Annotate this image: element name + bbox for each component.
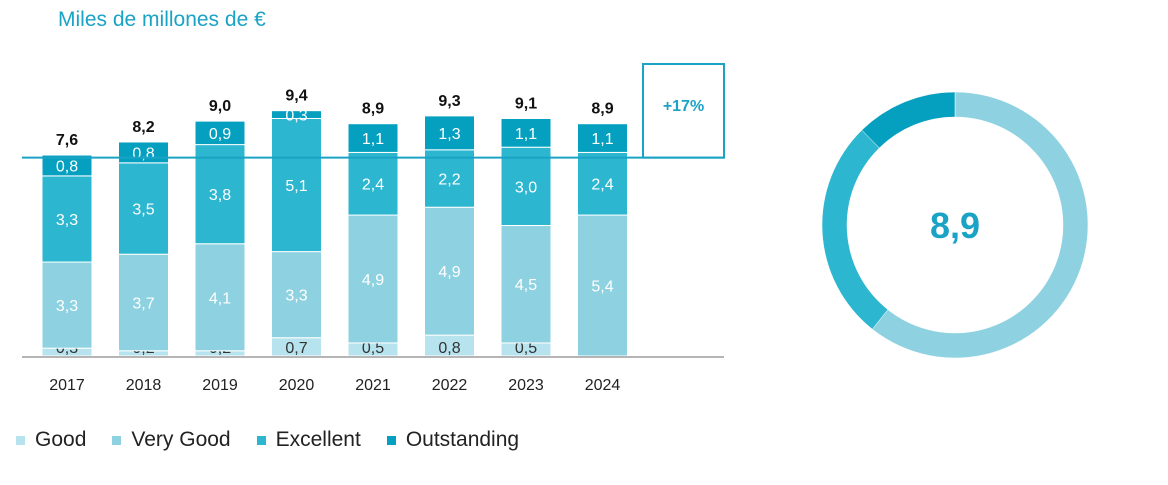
bar-segment-excellent-2020 [271,117,322,253]
segment-label: 0,3 [285,108,307,125]
total-label-2020: 9,4 [285,88,307,105]
segment-label: 4,9 [438,264,460,281]
x-tick-label-2021: 2021 [355,377,391,394]
donut-slice-very-good [871,91,1089,359]
total-label-2021: 8,9 [362,101,384,118]
legend-swatch [16,435,25,445]
segment-label: 2,4 [591,177,613,194]
bar-segment-very-good-2023 [500,225,552,344]
bar-segment-very-good-2017 [41,261,93,349]
legend-swatch [256,435,266,445]
growth-annotation-text: +17% [663,98,704,115]
legend-label: Excellent [275,428,361,451]
x-tick-label-2023: 2023 [508,377,544,394]
stacked-bar-chart: 0,33,33,30,87,620170,23,73,50,88,220180,… [22,63,725,394]
bar-segment-very-good-2021 [347,214,399,344]
bar-segment-excellent-2019 [194,144,246,245]
bar-segment-outstanding-2019 [194,120,246,146]
legend-item-very-good: Very Good [112,428,231,452]
bar-segment-very-good-2024 [577,214,628,357]
bar-segment-excellent-2024 [577,151,628,216]
bar-segment-outstanding-2021 [347,123,399,153]
segment-label: 4,1 [209,290,231,307]
donut-slice-excellent [821,129,889,330]
segment-label: 0,5 [362,340,384,357]
segment-label: 2,4 [362,177,384,194]
donut-chart: 8,9 [821,91,1089,359]
segment-label: 0,8 [132,145,154,162]
segment-label: 3,3 [56,212,78,229]
total-label-2022: 9,3 [438,93,460,110]
segment-label: 0,8 [438,340,460,357]
segment-label: 3,7 [132,295,154,312]
total-label-2018: 8,2 [132,119,154,136]
segment-label: 4,9 [362,272,384,289]
bar-segment-excellent-2023 [500,146,552,226]
segment-label: 0,9 [209,126,231,143]
bar-segment-very-good-2022 [424,206,475,336]
bar-segment-very-good-2018 [118,253,169,352]
segment-label: 2,2 [438,172,460,189]
segment-label: 3,5 [132,202,154,219]
legend-label: Outstanding [405,428,520,451]
legend-item-good: Good [16,428,86,452]
total-label-2017: 7,6 [56,132,78,149]
segment-label: 3,3 [285,288,307,305]
x-tick-label-2020: 2020 [279,377,315,394]
total-label-2024: 8,9 [591,101,613,118]
legend-label: Very Good [131,428,231,451]
legend-label: Good [35,428,87,451]
segment-label: 0,7 [285,340,307,357]
total-label-2019: 9,0 [209,98,231,115]
x-tick-label-2018: 2018 [126,377,162,394]
segment-label: 1,1 [515,126,537,143]
legend-swatch [386,435,396,445]
x-tick-label-2019: 2019 [202,377,238,394]
segment-label: 0,8 [56,158,78,175]
segment-label: 0,5 [515,340,537,357]
segment-label: 3,3 [56,298,78,315]
x-tick-label-2017: 2017 [49,377,85,394]
segment-label: 1,3 [438,126,460,143]
segment-label: 5,1 [285,178,307,195]
segment-label: 1,1 [591,131,613,148]
growth-annotation-box [642,63,725,159]
donut-center-label: 8,9 [930,205,980,246]
chart-legend: Good Very Good Excellent Outstanding [16,428,545,452]
bar-segment-outstanding-2023 [500,117,552,148]
segment-label: 5,4 [591,279,613,296]
bar-segment-outstanding-2017 [41,154,93,177]
x-tick-label-2024: 2024 [585,377,621,394]
segment-label: 1,1 [362,131,384,148]
bar-segment-outstanding-2022 [424,115,475,151]
bar-segment-very-good-2020 [271,251,322,339]
total-label-2023: 9,1 [515,95,537,112]
x-tick-label-2022: 2022 [432,377,468,394]
segment-label: 4,5 [515,277,537,294]
bar-segment-outstanding-2020 [271,110,322,119]
bar-segment-outstanding-2024 [577,123,628,153]
segment-label: 3,0 [515,179,537,196]
legend-swatch [112,435,122,445]
donut-slice-outstanding [861,91,956,149]
legend-item-excellent: Excellent [256,428,361,452]
chart-subtitle: Miles de millones de € [58,8,266,31]
bar-segment-excellent-2017 [41,175,93,263]
bar-segment-excellent-2021 [347,151,399,216]
segment-label: 3,8 [209,187,231,204]
legend-item-outstanding: Outstanding [386,428,520,452]
bar-segment-excellent-2018 [118,162,169,255]
